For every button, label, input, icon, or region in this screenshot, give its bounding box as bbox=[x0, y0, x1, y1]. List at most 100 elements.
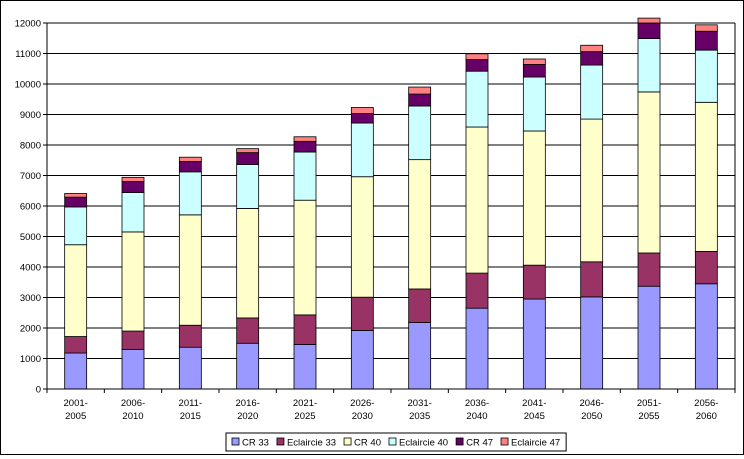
legend-label: CR 40 bbox=[354, 438, 381, 449]
x-tick-label: 2030 bbox=[352, 411, 373, 422]
bar-segment bbox=[580, 51, 604, 66]
y-tick-label: 5000 bbox=[20, 232, 41, 243]
bar-segment bbox=[178, 161, 202, 173]
bar-segment bbox=[64, 352, 88, 390]
x-tick-label: 2060 bbox=[696, 411, 717, 422]
y-tick-label: 10000 bbox=[15, 80, 41, 91]
bar-segment bbox=[64, 206, 88, 246]
x-tick-label: 2005 bbox=[65, 411, 86, 422]
bar-segment bbox=[236, 317, 260, 344]
bar-segment bbox=[236, 342, 260, 390]
bar-segment bbox=[178, 156, 202, 162]
bar-segment bbox=[178, 324, 202, 348]
bar-segment bbox=[465, 126, 489, 274]
bar-segment bbox=[465, 59, 489, 72]
x-tick-label: 2056- bbox=[694, 398, 718, 409]
bar-segment bbox=[694, 283, 718, 390]
bar-segment bbox=[637, 22, 661, 39]
bar-segment bbox=[350, 107, 374, 114]
y-tick-label: 4000 bbox=[20, 263, 41, 274]
bar-segment bbox=[522, 64, 546, 78]
x-tick-label: 2025 bbox=[294, 411, 315, 422]
x-tick-label: 2011- bbox=[179, 398, 203, 409]
x-tick-label: 2046- bbox=[580, 398, 604, 409]
bar-segment bbox=[236, 164, 260, 209]
legend: CR 33 Eclaircie 33 CR 40 Eclaircie 40 CR 47 E… bbox=[225, 432, 567, 452]
bar-segment bbox=[178, 346, 202, 390]
x-tick-label: 2020 bbox=[237, 411, 258, 422]
bar-segment bbox=[637, 91, 661, 254]
bar-segment bbox=[580, 296, 604, 390]
bar-segment bbox=[178, 214, 202, 326]
legend-label: CR 33 bbox=[242, 438, 269, 449]
x-tick-label: 2021- bbox=[293, 398, 317, 409]
bar-segment bbox=[350, 330, 374, 390]
bar-segment bbox=[465, 53, 489, 61]
x-tick-label: 2031- bbox=[408, 398, 432, 409]
legend-swatch bbox=[500, 437, 509, 446]
bar-segment bbox=[522, 76, 546, 132]
bar-segment bbox=[637, 38, 661, 93]
x-tick-label: 2050 bbox=[581, 411, 602, 422]
y-axis-tick-labels: 0 1000 2000 3000 4000 5000 6000 7000 8000 9000 100… bbox=[15, 19, 41, 396]
legend-label: Eclaircie 47 bbox=[511, 438, 560, 449]
bar-segment bbox=[408, 105, 432, 161]
bar-segment bbox=[64, 336, 88, 354]
bar-segment bbox=[350, 176, 374, 298]
bar-segment bbox=[580, 118, 604, 263]
bar-segment bbox=[522, 130, 546, 266]
bar-segment bbox=[236, 152, 260, 165]
bar-segment bbox=[293, 199, 317, 316]
legend-swatch bbox=[388, 437, 397, 446]
bar-segment bbox=[350, 296, 374, 331]
bar-segment bbox=[580, 64, 604, 120]
legend-swatch bbox=[276, 437, 285, 446]
y-tick-label: 11000 bbox=[15, 49, 41, 60]
legend-label: CR 47 bbox=[466, 438, 493, 449]
bar-segment bbox=[408, 322, 432, 390]
bar-segment bbox=[121, 348, 145, 390]
x-axis-tick-labels: 2001- 2005 2006- 2010 2011- 2015 2016- 2020 2021… bbox=[46, 389, 736, 422]
legend-swatch bbox=[231, 437, 240, 446]
bar-segment bbox=[350, 122, 374, 178]
x-tick-label: 2036- bbox=[465, 398, 489, 409]
y-tick-label: 1000 bbox=[20, 354, 41, 365]
y-tick-label: 7000 bbox=[20, 171, 41, 182]
bar-segment bbox=[121, 176, 145, 183]
y-tick-label: 12000 bbox=[15, 19, 41, 30]
bars bbox=[64, 17, 718, 390]
bar-segment bbox=[121, 181, 145, 193]
bar-segment bbox=[408, 288, 432, 323]
bar-segment bbox=[637, 252, 661, 287]
bar-segment bbox=[293, 314, 317, 345]
bar-segment bbox=[694, 251, 718, 285]
bar-segment bbox=[293, 151, 317, 201]
x-tick-label: 2015 bbox=[180, 411, 201, 422]
bar-segment bbox=[465, 272, 489, 309]
bar-segment bbox=[694, 30, 718, 51]
y-tick-label: 9000 bbox=[20, 110, 41, 121]
bar-segment bbox=[694, 49, 718, 103]
bar-segment bbox=[580, 44, 604, 53]
bar-segment bbox=[293, 140, 317, 153]
y-tick-label: 6000 bbox=[20, 202, 41, 213]
legend-label: Eclaircie 40 bbox=[399, 438, 448, 449]
bar-segment bbox=[408, 86, 432, 95]
bar-segment bbox=[637, 285, 661, 390]
bar-segment bbox=[522, 264, 546, 300]
x-tick-label: 2016- bbox=[236, 398, 260, 409]
x-tick-label: 2026- bbox=[350, 398, 374, 409]
x-tick-label: 2051- bbox=[637, 398, 661, 409]
bar-segment bbox=[408, 159, 432, 290]
x-tick-label: 2041- bbox=[522, 398, 546, 409]
bar-segment bbox=[121, 330, 145, 350]
bar-segment bbox=[694, 101, 718, 252]
x-tick-label: 2040 bbox=[466, 411, 487, 422]
y-tick-label: 2000 bbox=[20, 324, 41, 335]
legend-label: Eclaircie 33 bbox=[287, 438, 336, 449]
bar-segment bbox=[522, 58, 546, 65]
y-tick-label: 8000 bbox=[20, 141, 41, 152]
bar-segment bbox=[121, 231, 145, 332]
bar-segment bbox=[121, 192, 145, 233]
